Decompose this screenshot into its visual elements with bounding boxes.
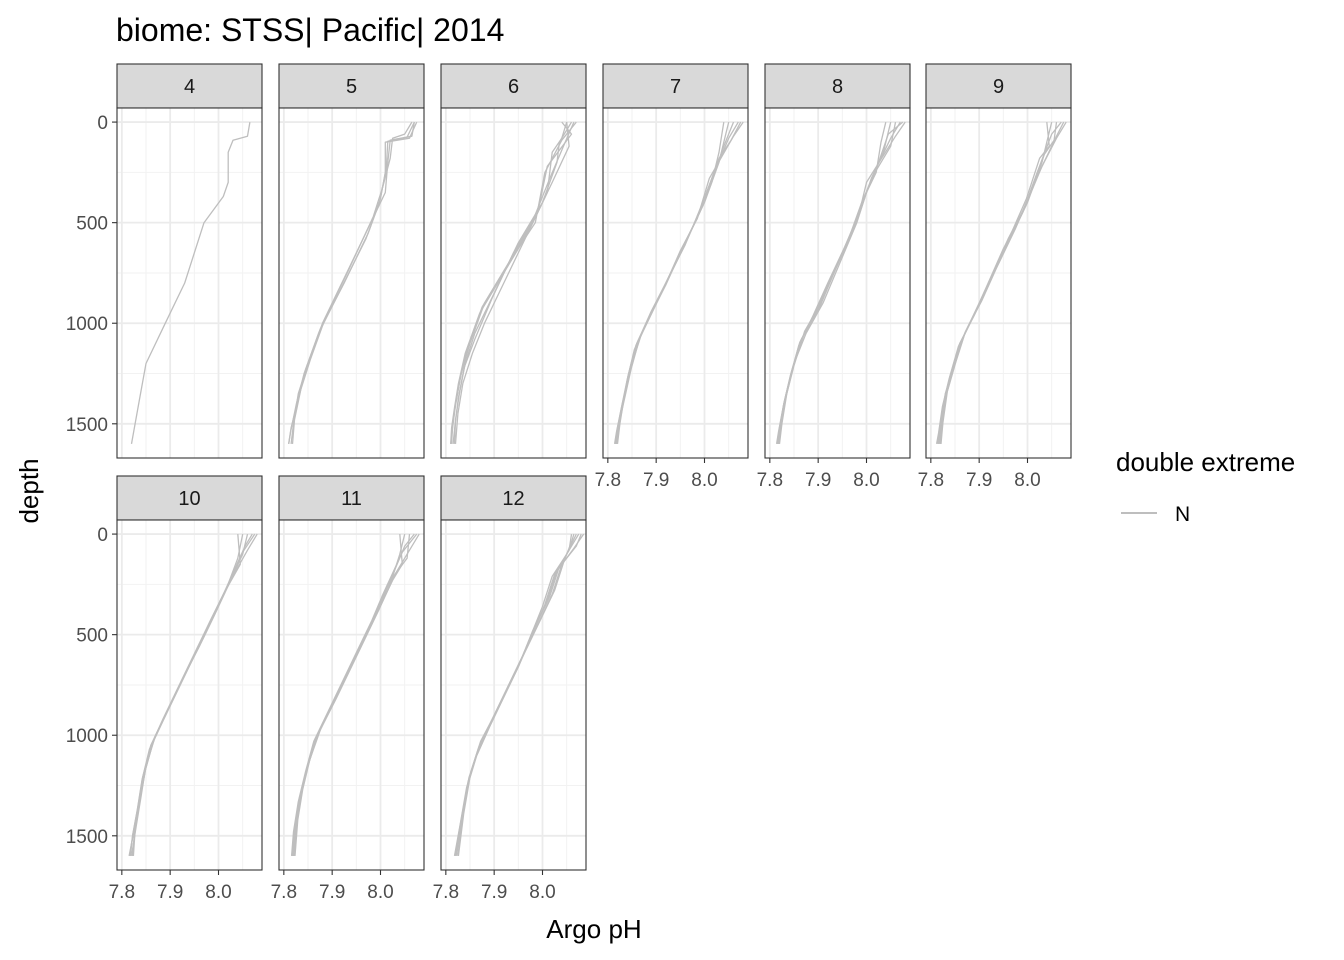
panel-border bbox=[764, 107, 911, 459]
y-tick-label: 0 bbox=[97, 525, 108, 546]
chart-title: biome: STSS| Pacific| 2014 bbox=[116, 12, 504, 48]
facet-strip-label: 4 bbox=[184, 76, 195, 98]
profile-line bbox=[288, 121, 415, 445]
profile-line bbox=[778, 121, 904, 444]
panel-background bbox=[441, 520, 586, 870]
facet-strip bbox=[440, 475, 587, 521]
panel-background bbox=[279, 520, 424, 870]
profile-line bbox=[292, 533, 415, 856]
facet-strip bbox=[116, 63, 263, 109]
legend-entry-label: N bbox=[1175, 503, 1190, 526]
facet-strip-label: 7 bbox=[670, 76, 681, 98]
panel-background bbox=[279, 108, 424, 458]
facet-strip bbox=[116, 475, 263, 521]
facet-panel-12: 12 7.8 7.9 8.0 bbox=[433, 475, 587, 903]
panel-background bbox=[441, 108, 586, 458]
profile-line bbox=[132, 533, 256, 856]
x-tick-label: 7.9 bbox=[481, 882, 507, 903]
profile-line bbox=[130, 121, 251, 445]
x-tick-label: 7.9 bbox=[643, 470, 669, 491]
profile-line bbox=[776, 121, 897, 444]
x-tick-label: 7.9 bbox=[319, 882, 345, 903]
panel-background bbox=[926, 108, 1071, 458]
y-tick-label: 500 bbox=[76, 626, 108, 647]
facet-panel-5: 5 bbox=[278, 63, 425, 459]
x-axis-title: Argo pH bbox=[546, 914, 641, 944]
panel-border bbox=[440, 519, 587, 871]
x-tick-label: 8.0 bbox=[367, 882, 393, 903]
facet-panel-10: 10 0 500 1000 1500 7.8 7.9 8.0 bbox=[66, 475, 263, 903]
profile-line bbox=[294, 534, 411, 856]
facet-panel-9: 9 7.8 7.9 8.0 bbox=[918, 63, 1072, 491]
facet-strip-label: 11 bbox=[341, 488, 362, 510]
facet-panel-11: 11 7.8 7.9 8.0 bbox=[271, 475, 425, 903]
legend: double extreme N bbox=[1116, 447, 1295, 526]
facet-strip-label: 8 bbox=[832, 76, 843, 98]
facet-strip bbox=[764, 63, 911, 109]
profile-line bbox=[450, 121, 575, 444]
facet-strip-label: 10 bbox=[178, 488, 200, 510]
facet-strip bbox=[602, 63, 749, 109]
y-tick-label: 0 bbox=[97, 113, 108, 134]
panel-border bbox=[925, 107, 1072, 459]
profile-line bbox=[290, 533, 418, 856]
facet-strip-label: 12 bbox=[502, 488, 524, 510]
panel-background bbox=[117, 108, 262, 458]
x-tick-label: 7.8 bbox=[109, 882, 135, 903]
x-tick-label: 8.0 bbox=[529, 882, 555, 903]
x-tick-label: 8.0 bbox=[1014, 470, 1040, 491]
y-tick-label: 500 bbox=[76, 214, 108, 235]
profile-line bbox=[454, 121, 568, 444]
legend-title: double extreme bbox=[1116, 447, 1295, 477]
panel-background bbox=[117, 520, 262, 870]
panel-border bbox=[116, 107, 263, 459]
facet-panel-4: 4 0 500 1000 1500 bbox=[66, 63, 263, 459]
facet-strip-label: 5 bbox=[346, 76, 357, 98]
profile-line bbox=[935, 121, 1065, 445]
x-tick-label: 7.9 bbox=[805, 470, 831, 491]
x-tick-label: 7.8 bbox=[757, 470, 783, 491]
facet-panel-7: 7 7.8 7.9 8.0 bbox=[595, 63, 749, 491]
panel-background bbox=[603, 108, 748, 458]
facet-panel-6: 6 bbox=[440, 63, 587, 459]
y-tick-label: 1500 bbox=[66, 415, 108, 436]
panel-border bbox=[278, 519, 425, 871]
profile-line bbox=[453, 121, 573, 444]
x-tick-label: 8.0 bbox=[205, 882, 231, 903]
x-tick-label: 7.8 bbox=[433, 882, 459, 903]
profile-line bbox=[291, 121, 413, 444]
profile-line bbox=[454, 533, 585, 857]
profile-line bbox=[940, 122, 1058, 444]
x-tick-label: 7.9 bbox=[157, 882, 183, 903]
profile-line bbox=[615, 121, 742, 444]
facet-strip bbox=[925, 63, 1072, 109]
y-tick-label: 1500 bbox=[66, 827, 108, 848]
panel-border bbox=[602, 107, 749, 459]
facet-strip-label: 6 bbox=[508, 76, 519, 98]
facet-strip bbox=[278, 475, 425, 521]
x-tick-label: 7.9 bbox=[966, 470, 992, 491]
facet-panel-8: 8 7.8 7.9 8.0 bbox=[757, 63, 911, 491]
y-axis-title: depth bbox=[14, 458, 44, 523]
panel-border bbox=[278, 107, 425, 459]
panel-background bbox=[765, 108, 910, 458]
x-tick-label: 8.0 bbox=[853, 470, 879, 491]
y-tick-label: 1000 bbox=[66, 726, 108, 747]
x-tick-label: 7.8 bbox=[595, 470, 621, 491]
facet-strip bbox=[440, 63, 587, 109]
panel-border bbox=[440, 107, 587, 459]
y-tick-label: 1000 bbox=[66, 314, 108, 335]
x-tick-label: 7.8 bbox=[271, 882, 297, 903]
facet-strip-label: 9 bbox=[993, 76, 1004, 98]
x-tick-label: 7.8 bbox=[918, 470, 944, 491]
x-tick-label: 8.0 bbox=[691, 470, 717, 491]
panel-border bbox=[116, 519, 263, 871]
facet-strip bbox=[278, 63, 425, 109]
